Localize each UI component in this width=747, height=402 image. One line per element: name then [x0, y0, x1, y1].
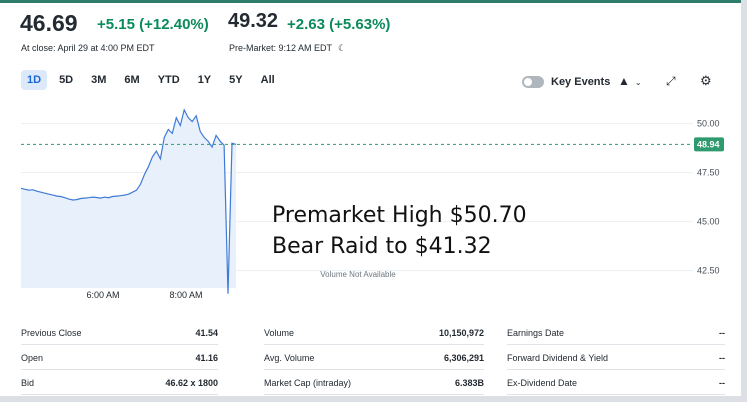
stat-value: --: [719, 353, 725, 363]
regular-change: +5.15 (+12.40%): [97, 16, 209, 33]
toggle-knob: [524, 78, 532, 86]
y-axis-ticks: 50.00 47.50 45.00 42.50: [697, 119, 720, 276]
key-events-toggle[interactable]: [522, 76, 544, 88]
volume-not-available: Volume Not Available: [320, 270, 396, 279]
window-frame-right: [741, 0, 747, 402]
y-tick-label: 42.50: [697, 266, 720, 276]
tab-5y[interactable]: 5Y: [229, 74, 243, 86]
price-line: [20, 108, 237, 294]
expand-icon[interactable]: ⤢: [666, 74, 676, 88]
x-axis-ticks: 6:00 AM 8:00 AM: [86, 290, 202, 300]
premarket-timestamp-text: Pre-Market: 9:12 AM EDT: [229, 43, 333, 53]
stat-value: 6,306,291: [443, 353, 484, 363]
premarket-price: 49.32: [228, 10, 279, 32]
last-price-tag-bg: [694, 137, 724, 152]
stats-column: Volume 10,150,972 Avg. Volume 6,306,291 Mark…: [264, 320, 484, 395]
key-events-label: Key Events: [551, 76, 611, 88]
stat-row: Avg. Volume 6,306,291: [264, 345, 484, 370]
y-tick-label: 50.00: [697, 119, 720, 129]
stat-value: 41.16: [195, 353, 218, 363]
moon-icon: ☾: [338, 43, 347, 53]
chevron-down-icon: ⌄: [634, 78, 642, 87]
range-tabs: 1D 5D 3M 6M YTD 1Y 5Y All: [21, 70, 287, 90]
price-area-fill: [21, 109, 236, 294]
tab-1d[interactable]: 1D: [21, 70, 48, 90]
last-price-tag: 48.94: [694, 137, 724, 152]
stat-value: --: [719, 328, 725, 338]
stat-value: 46.62 x 1800: [165, 378, 218, 388]
stat-row: Ex-Dividend Date --: [507, 370, 725, 395]
gear-icon[interactable]: ⚙: [700, 73, 712, 88]
stat-value: 6.383B: [454, 378, 484, 388]
premarket-change: +2.63 (+5.63%): [287, 16, 391, 33]
close-timestamp: At close: April 29 at 4:00 PM EDT: [21, 43, 155, 53]
mountain-chart-icon[interactable]: ▲ ⌄: [618, 74, 642, 88]
tab-3m[interactable]: 3M: [91, 74, 107, 86]
stat-label: Volume: [264, 328, 295, 338]
tab-all[interactable]: All: [260, 74, 275, 86]
stat-label: Ex-Dividend Date: [507, 378, 578, 388]
annotation-bear-raid: Bear Raid to $41.32: [272, 234, 492, 259]
stat-label: Earnings Date: [507, 328, 565, 338]
x-tick-label: 6:00 AM: [86, 290, 119, 300]
last-price-label: 48.94: [697, 139, 720, 149]
stat-row: Forward Dividend & Yield --: [507, 345, 725, 370]
stat-row: Bid 46.62 x 1800: [21, 370, 218, 395]
stat-label: Open: [21, 353, 44, 363]
stat-label: Market Cap (intraday): [264, 378, 352, 388]
tab-1y[interactable]: 1Y: [197, 74, 212, 86]
window-frame-bottom: [0, 396, 747, 402]
regular-price: 46.69: [20, 10, 78, 36]
stat-value: --: [719, 378, 725, 388]
stats-column: Previous Close 41.54 Open 41.16 Bid 46.62 x 1…: [21, 320, 218, 395]
stat-value: 10,150,972: [438, 328, 484, 338]
stats-column: Earnings Date -- Forward Dividend & Yield -…: [507, 320, 725, 395]
tab-6m[interactable]: 6M: [124, 74, 140, 86]
stat-label: Bid: [21, 378, 35, 388]
stat-label: Avg. Volume: [264, 353, 315, 363]
y-tick-label: 45.00: [697, 217, 720, 227]
x-tick-label: 8:00 AM: [169, 290, 202, 300]
stat-value: 41.54: [195, 328, 218, 338]
tab-5d[interactable]: 5D: [59, 74, 74, 86]
y-tick-label: 47.50: [697, 168, 720, 178]
stat-row: Previous Close 41.54: [21, 320, 218, 345]
stat-row: Open 41.16: [21, 345, 218, 370]
price-chart[interactable]: 50.00 47.50 45.00 42.50 6:00 AM 8:00 AM 48.9…: [0, 100, 747, 310]
top-accent-line: [0, 0, 747, 3]
stat-row: Volume 10,150,972: [264, 320, 484, 345]
annotation-premarket-high: Premarket High $50.70: [272, 203, 527, 228]
tab-ytd[interactable]: YTD: [157, 74, 180, 86]
stat-label: Previous Close: [21, 328, 82, 338]
stat-row: Earnings Date --: [507, 320, 725, 345]
stat-row: Market Cap (intraday) 6.383B: [264, 370, 484, 395]
premarket-timestamp: Pre-Market: 9:12 AM EDT ☾: [229, 43, 346, 54]
stat-label: Forward Dividend & Yield: [507, 353, 609, 363]
